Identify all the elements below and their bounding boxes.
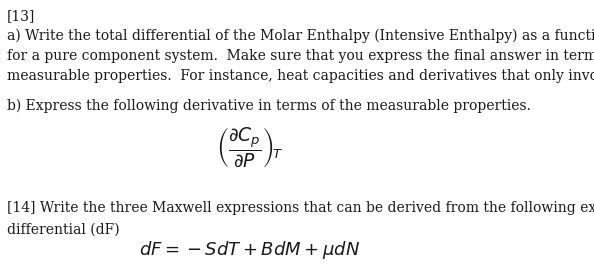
Text: [14] Write the three Maxwell expressions that can be derived from the following : [14] Write the three Maxwell expressions… — [7, 201, 594, 215]
Text: b) Express the following derivative in terms of the measurable properties.: b) Express the following derivative in t… — [7, 99, 531, 113]
Text: a) Write the total differential of the Molar Enthalpy (Intensive Enthalpy) as a : a) Write the total differential of the M… — [7, 28, 594, 43]
Text: for a pure component system.  Make sure that you express the final answer in ter: for a pure component system. Make sure t… — [7, 49, 594, 63]
Text: [13]: [13] — [7, 9, 36, 23]
Text: differential (dF): differential (dF) — [7, 223, 120, 237]
Text: $dF = -SdT + BdM + \mu dN$: $dF = -SdT + BdM + \mu dN$ — [139, 239, 360, 261]
Text: $\left(\dfrac{\partial C_p}{\partial P}\right)_{\!T}$: $\left(\dfrac{\partial C_p}{\partial P}\… — [216, 125, 283, 169]
Text: measurable properties.  For instance, heat capacities and derivatives that only : measurable properties. For instance, hea… — [7, 69, 594, 83]
